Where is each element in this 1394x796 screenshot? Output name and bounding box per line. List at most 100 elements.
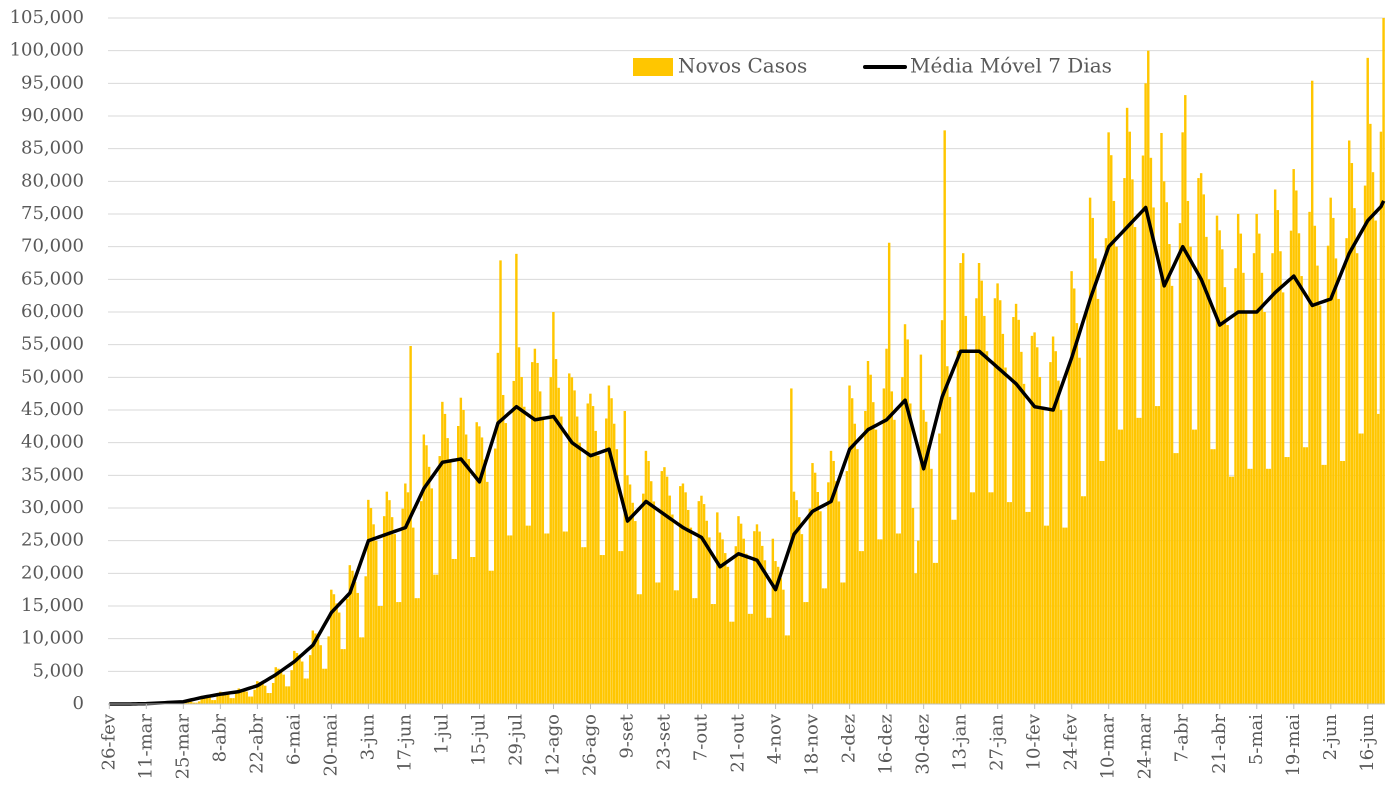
bar [470, 557, 473, 704]
bar [694, 598, 698, 704]
y-tick-label: 0 [73, 693, 84, 714]
bar [523, 406, 526, 704]
bar [967, 351, 970, 704]
bar [864, 410, 867, 704]
bar [832, 460, 835, 704]
bar [1059, 410, 1063, 704]
bar [734, 546, 738, 704]
bar [1337, 298, 1340, 704]
bar [359, 637, 362, 704]
bar [612, 423, 616, 704]
bar [435, 574, 439, 704]
bar [459, 397, 463, 704]
bar [1012, 317, 1015, 704]
bar [446, 438, 449, 704]
bar [483, 459, 486, 704]
bar [586, 403, 589, 704]
x-tick-label: 21-abr [1209, 714, 1230, 774]
bar [1242, 272, 1245, 704]
bar [742, 538, 745, 704]
bar [364, 576, 367, 704]
bar [533, 348, 537, 704]
x-tick-label: 10-mar [1098, 714, 1119, 780]
bar [1009, 502, 1012, 704]
bar [560, 416, 563, 704]
bar [380, 606, 383, 704]
bar [628, 484, 632, 704]
bar [890, 391, 894, 704]
bar [1128, 131, 1131, 704]
bar [1347, 140, 1351, 704]
bar [943, 130, 946, 704]
x-tick-label: 29-jul [505, 714, 526, 766]
bar [253, 689, 256, 704]
bar [538, 391, 542, 704]
bar [956, 350, 960, 704]
bar [880, 539, 883, 704]
bar [1281, 292, 1285, 704]
bar [261, 683, 264, 704]
bar [605, 418, 608, 704]
bar [935, 562, 938, 704]
bar [332, 594, 336, 704]
bar [792, 491, 796, 704]
x-tick-label: 22-abr [246, 714, 267, 774]
bar [1033, 332, 1036, 704]
bar [858, 551, 862, 704]
bar [673, 590, 677, 704]
x-tick-label: 6-mai [283, 714, 304, 765]
bar [866, 361, 870, 704]
bar [721, 539, 724, 704]
bar [335, 603, 338, 704]
bar [308, 655, 312, 704]
bar [747, 613, 751, 704]
bar [843, 582, 846, 704]
bar [1363, 185, 1367, 704]
bar [316, 639, 320, 704]
bar [583, 547, 587, 704]
bar [1006, 502, 1010, 704]
bar [819, 511, 822, 704]
bar [668, 495, 671, 704]
y-tick-label: 100,000 [10, 40, 84, 61]
bar [348, 565, 352, 704]
bar [998, 300, 1002, 704]
bar [1358, 433, 1361, 704]
bar [1287, 457, 1290, 704]
bar [557, 387, 560, 704]
bar [681, 483, 685, 704]
bar [211, 700, 214, 704]
bar [1297, 233, 1301, 705]
y-tick-label: 30,000 [21, 497, 84, 518]
x-tick-label: 23-set [654, 713, 675, 770]
bar [985, 351, 989, 704]
bar [700, 495, 703, 704]
bar [874, 429, 878, 704]
bar [303, 678, 307, 704]
x-tick-label: 18-nov [802, 713, 823, 775]
bar [647, 460, 650, 704]
bar [1324, 464, 1327, 704]
bar [591, 406, 595, 704]
bar [1260, 272, 1264, 704]
bar [702, 504, 706, 704]
bar [1197, 178, 1200, 705]
x-tick-label: 2-jun [1320, 714, 1341, 761]
bar [1329, 197, 1332, 704]
bar [531, 362, 534, 704]
bar [375, 540, 378, 704]
bar [739, 523, 743, 704]
bar [634, 521, 637, 704]
bar [369, 508, 373, 704]
bar [1326, 245, 1330, 705]
bar [959, 263, 962, 704]
bar [229, 698, 233, 704]
bar [1377, 413, 1380, 704]
bar [1218, 230, 1221, 705]
x-tick-label: 26-ago [580, 714, 601, 776]
bar [208, 697, 211, 704]
bar [1178, 223, 1182, 704]
bar [404, 483, 407, 704]
bar [991, 492, 994, 704]
x-tick-label: 27-jan [987, 714, 1008, 771]
